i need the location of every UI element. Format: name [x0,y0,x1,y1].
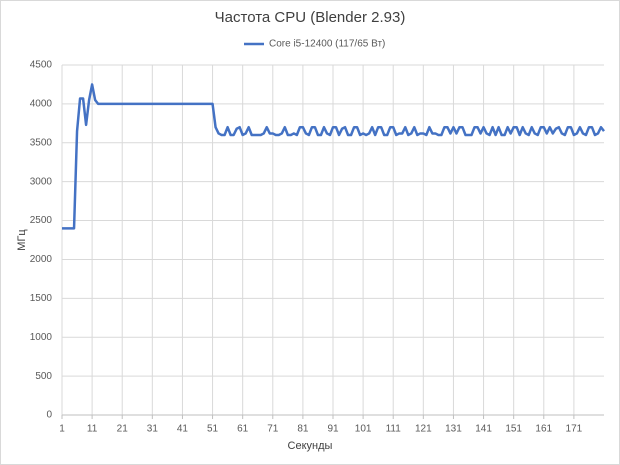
y-tick-label: 4500 [30,60,53,71]
series-line [62,83,605,230]
x-tick-label: 101 [355,424,372,435]
y-tick-label: 0 [46,410,52,421]
y-tick-label: 1000 [30,332,53,343]
legend-label: Core i5-12400 (117/65 Вт) [269,39,385,50]
x-axis-label: Секунды [288,440,333,452]
y-tick-label: 4000 [30,99,53,110]
y-tick-label: 2500 [30,215,53,226]
x-tick-label: 31 [147,424,159,435]
y-tick-label: 500 [35,371,52,382]
x-tick-label: 151 [505,424,522,435]
x-tick-label: 41 [177,424,189,435]
x-tick-label: 161 [535,424,552,435]
x-tick-label: 21 [117,424,129,435]
chart-title: Частота CPU (Blender 2.93) [215,9,406,26]
y-tick-label: 2000 [30,254,53,265]
x-tick-label: 121 [415,424,432,435]
y-tick-label: 3000 [30,176,53,187]
y-tick-label: 3500 [30,137,53,148]
x-tick-label: 111 [386,424,402,435]
x-tick-label: 1 [59,424,65,435]
x-tick-label: 61 [237,424,249,435]
x-tick-label: 71 [267,424,279,435]
x-tick-label: 11 [87,424,98,435]
x-tick-label: 81 [297,424,309,435]
y-axis-label: МГц [16,229,28,251]
x-tick-label: 141 [475,424,492,435]
y-tick-label: 1500 [30,293,53,304]
x-tick-label: 131 [445,424,462,435]
x-tick-label: 91 [327,424,339,435]
x-tick-label: 171 [566,424,583,435]
x-tick-label: 51 [207,424,219,435]
